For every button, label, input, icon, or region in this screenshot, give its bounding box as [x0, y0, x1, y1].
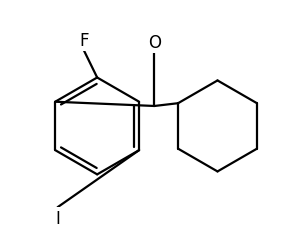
- Text: F: F: [79, 32, 89, 50]
- Text: I: I: [55, 209, 60, 227]
- Text: O: O: [148, 34, 161, 52]
